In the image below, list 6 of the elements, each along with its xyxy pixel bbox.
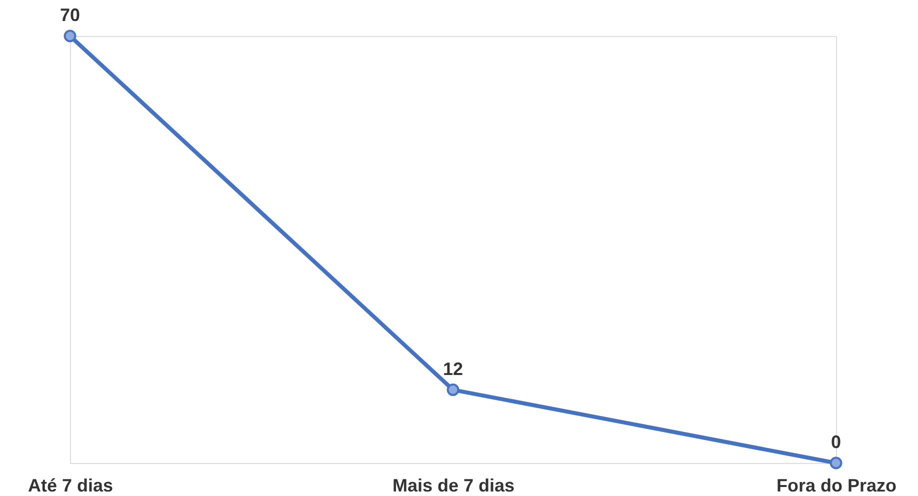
x-tick-label: Mais de 7 dias (392, 476, 515, 496)
x-tick-label: Até 7 dias (28, 476, 114, 496)
data-label: 70 (60, 5, 80, 25)
data-label: 0 (830, 432, 842, 452)
x-tick-label: Fora do Prazo (776, 476, 897, 496)
data-label: 12 (442, 358, 464, 379)
